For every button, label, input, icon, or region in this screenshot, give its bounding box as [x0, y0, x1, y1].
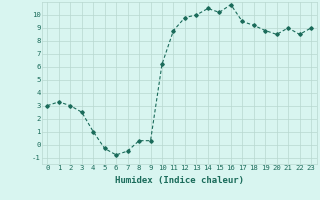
- X-axis label: Humidex (Indice chaleur): Humidex (Indice chaleur): [115, 176, 244, 185]
